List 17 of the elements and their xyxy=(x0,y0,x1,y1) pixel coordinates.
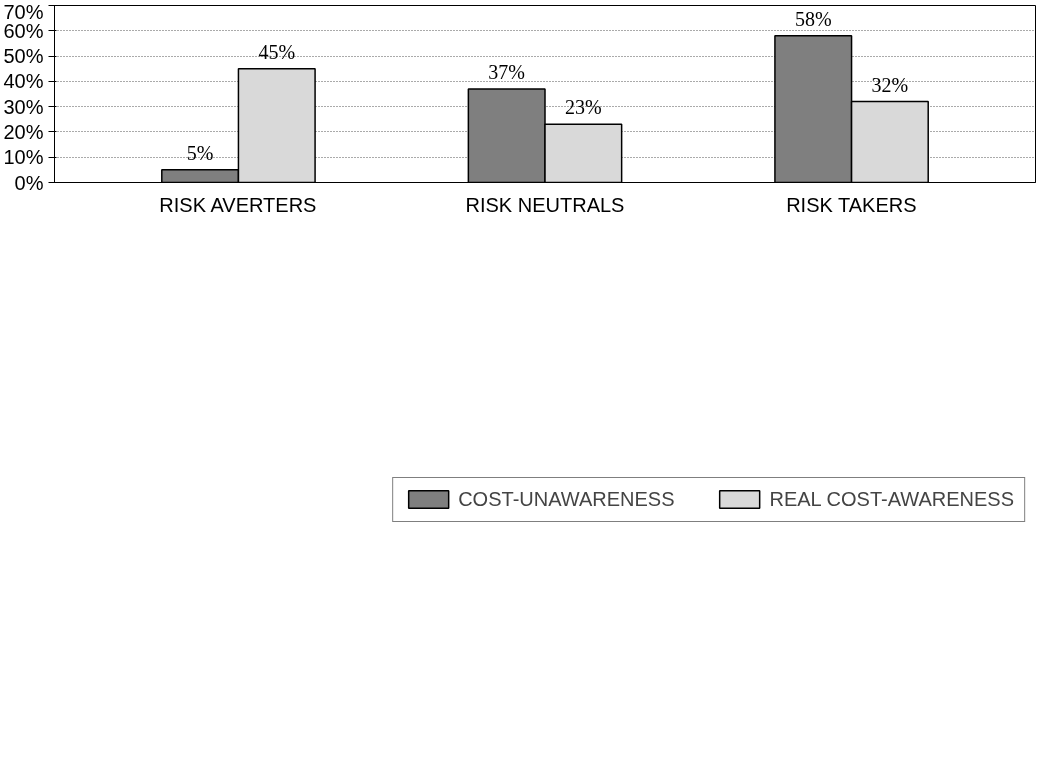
legend-label: REAL COST-AWARENESS xyxy=(769,487,1014,511)
y-tick-label: 10% xyxy=(3,146,44,169)
y-tick-label: 50% xyxy=(3,45,44,68)
y-tick-label: 0% xyxy=(14,171,44,194)
y-tick-label: 40% xyxy=(3,70,44,93)
data-label: 32% xyxy=(871,73,909,96)
y-tick-label: 30% xyxy=(3,95,44,118)
y-tick-label: 20% xyxy=(3,120,44,143)
data-label: 23% xyxy=(564,96,602,119)
x-tick-label: RISK NEUTRALS xyxy=(465,193,625,216)
legend-label: COST-UNAWARENESS xyxy=(458,487,675,511)
data-label: 58% xyxy=(794,7,832,30)
data-label: 45% xyxy=(258,40,296,63)
x-tick-label: RISK TAKERS xyxy=(786,193,917,216)
x-tick-label: RISK AVERTERS xyxy=(159,193,317,216)
data-label: 5% xyxy=(186,141,214,164)
data-label: 37% xyxy=(488,60,526,83)
